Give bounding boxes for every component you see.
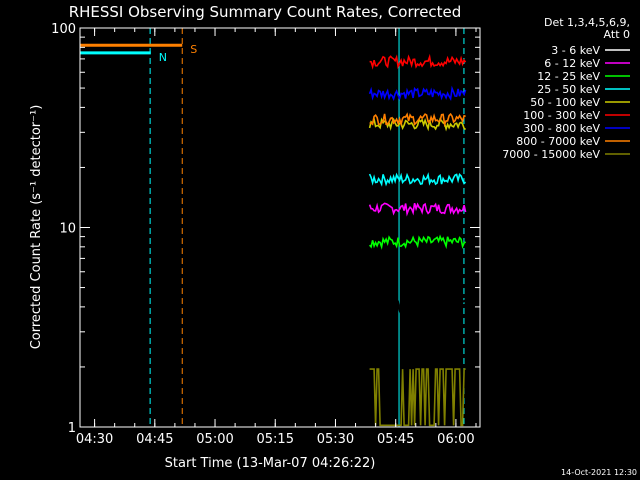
segment-label-n: N (159, 51, 167, 64)
series-line-5 (369, 53, 467, 70)
legend-label-8: 7000 - 15000 keV (502, 148, 600, 161)
x-tick-label-6: 06:00 (437, 432, 474, 447)
x-tick-label-5: 05:45 (377, 432, 414, 447)
y-axis-label: Corrected Count Rate (s⁻¹ detector⁻¹) (29, 105, 44, 350)
y-tick-label-2: 100 (51, 22, 76, 37)
x-tick-label-3: 05:15 (257, 432, 294, 447)
x-tick-label-0: 04:30 (76, 432, 113, 447)
series-line-6 (368, 85, 467, 102)
legend-label-0: 3 - 6 keV (551, 44, 600, 57)
y-tick-label-0: 1 (68, 421, 76, 436)
legend-label-5: 100 - 300 keV (523, 109, 600, 122)
legend-label-6: 300 - 800 keV (523, 122, 600, 135)
legend-label-7: 800 - 7000 keV (516, 135, 600, 148)
series-line-7 (369, 112, 466, 128)
x-tick-label-1: 04:45 (136, 432, 173, 447)
legend-label-2: 12 - 25 keV (537, 70, 600, 83)
series-line-8 (369, 368, 466, 427)
legend-label-1: 6 - 12 keV (544, 57, 600, 70)
legend-label-3: 25 - 50 keV (537, 83, 600, 96)
x-tick-label-2: 05:00 (196, 432, 233, 447)
segment-label-s: S (190, 43, 197, 56)
chart-title: RHESSI Observing Summary Count Rates, Co… (69, 3, 462, 21)
series-line-2 (368, 234, 467, 250)
x-tick-label-4: 05:30 (317, 432, 354, 447)
legend-header-attenuator: Att 0 (604, 28, 630, 41)
plot-layer: NS (79, 28, 467, 427)
x-axis-label: Start Time (13-Mar-07 04:26:22) (165, 456, 376, 471)
series-line-0 (368, 286, 467, 318)
timestamp: 14-Oct-2021 12:30 (561, 468, 637, 477)
axes: 04:30 04:45 05:00 05:15 05:30 05:45 06:00 1 10 10… (51, 22, 480, 447)
y-tick-label-1: 10 (59, 222, 76, 237)
series-line-1 (368, 202, 467, 217)
legend-header-detectors: Det 1,3,4,5,6,9, (544, 16, 630, 29)
plot-frame (79, 27, 481, 428)
legend-label-4: 50 - 100 keV (530, 96, 600, 109)
series-line-3 (368, 172, 467, 187)
